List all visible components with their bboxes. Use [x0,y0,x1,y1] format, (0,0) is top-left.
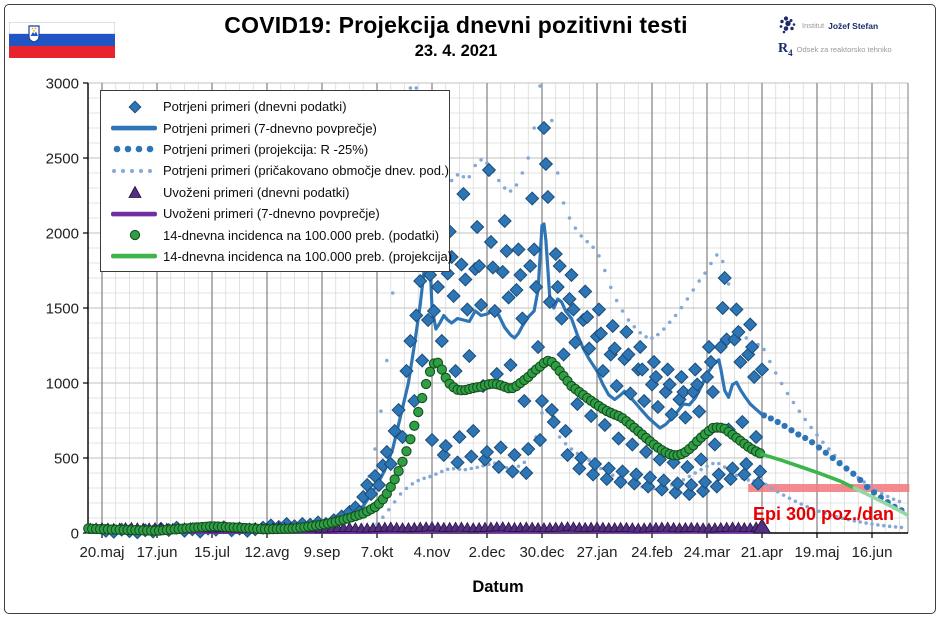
slovenia-flag [8,21,116,58]
x-tick-label: 24.mar [684,544,731,561]
x-tick-label: 17.jun [137,544,178,561]
incidence-projection-line [760,452,857,490]
legend-item-6: 14-dnevna incidenca na 100.000 preb. (po… [107,224,443,245]
chart-legend: Potrjeni primeri (dnevni podatki) Potrjen… [100,90,452,273]
epi-threshold-label: Epi 300 poz./dan [753,504,894,524]
y-tick-label: 1500 [46,301,79,318]
legend-label: 14-dnevna incidenca na 100.000 preb. (pr… [163,248,453,264]
legend-item-0: Potrjeni primeri (dnevni podatki) [107,96,443,117]
triangle-marker-icon [128,185,142,199]
x-tick-label: 19.maj [794,544,839,561]
institute-name: Jožef Stefan [828,20,879,31]
x-tick-label: 9.sep [304,544,341,561]
x-tick-label: 27.jan [577,544,618,561]
line-marker-icon [111,211,157,217]
legend-item-7: 14-dnevna incidenca na 100.000 preb. (pr… [107,246,452,267]
legend-label: Uvoženi primeri (dnevni podatki) [163,184,350,200]
legend-label: Potrjeni primeri (pričakovano območje dn… [163,163,449,179]
y-tick-label: 3000 [46,76,79,93]
y-tick-label: 500 [54,451,79,468]
ijs-dots-icon [779,16,796,34]
x-tick-label: 2.dec [469,544,506,561]
legend-label: Potrjeni primeri (projekcija: R -25%) [163,141,369,157]
legend-label: Potrjeni primeri (dnevni podatki) [163,99,347,115]
institute-prefix: Institut [802,21,825,30]
legend-label: Potrjeni primeri (7-dnevno povprečje) [163,120,377,136]
dots-small-marker-icon [112,168,152,173]
legend-item-5: Uvoženi primeri (7-dnevno povprečje) [107,203,443,224]
y-tick-label: 2500 [46,151,79,168]
x-tick-label: 16.jun [852,544,893,561]
ijs-logo: Institut Jožef Stefan R4 Odsek za reakto… [778,16,930,65]
line-marker-icon [111,125,157,131]
x-tick-label: 4.nov [414,544,451,561]
x-tick-label: 21.apr [741,544,784,561]
legend-item-2: Potrjeni primeri (projekcija: R -25%) [107,139,443,160]
x-tick-label: 24.feb [631,544,673,561]
slovenia-coat-of-arms [28,25,40,43]
legend-label: Uvoženi primeri (7-dnevno povprečje) [163,206,380,222]
page-title: COVID19: Projekcija dnevni pozitivni tes… [224,12,688,38]
circle-marker-icon [129,229,141,241]
r4-department-icon: R4 [778,41,793,58]
x-axis-title: Datum [472,578,523,596]
department-name: Odsek za reaktorsko tehniko [796,45,892,55]
x-tick-label: 12.avg [244,544,289,561]
incidence-projection-tail [852,486,910,517]
epi-threshold-band [748,484,910,492]
y-tick-label: 0 [71,526,79,543]
legend-item-3: Potrjeni primeri (pričakovano območje dn… [107,160,449,181]
dots-marker-icon [113,146,154,153]
line-marker-icon [111,254,157,259]
x-tick-label: 20.maj [79,544,124,561]
x-tick-label: 30.dec [519,544,565,561]
header: COVID19: Projekcija dnevni pozitivni tes… [150,12,762,61]
legend-label: 14-dnevna incidenca na 100.000 preb. (po… [163,227,440,243]
y-tick-label: 2000 [46,226,79,243]
y-tick-label: 1000 [46,376,79,393]
report-date: 23. 4. 2021 [414,42,498,60]
legend-item-1: Potrjeni primeri (7-dnevno povprečje) [107,117,443,138]
x-tick-label: 7.okt [361,544,394,561]
x-tick-label: 15.jul [194,544,230,561]
legend-item-4: Uvoženi primeri (dnevni podatki) [107,182,443,203]
diamond-marker-icon [128,100,142,114]
imported-last-marker [752,518,772,534]
